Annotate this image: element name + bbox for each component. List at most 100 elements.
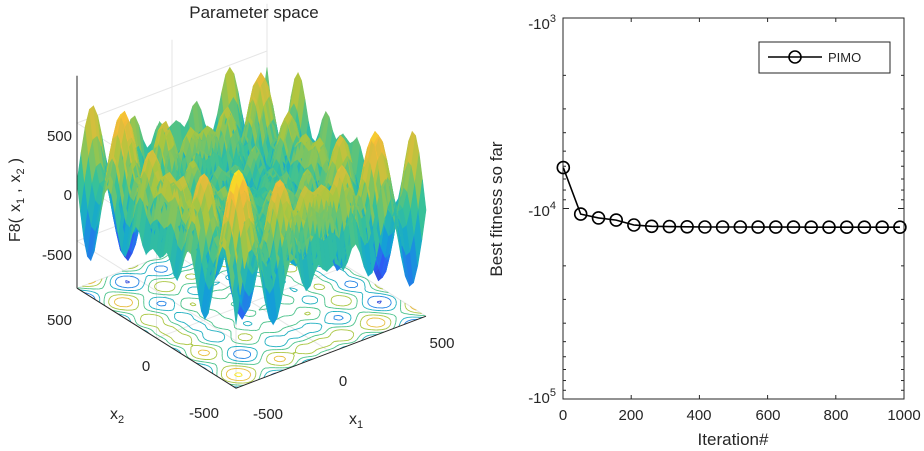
contour-line xyxy=(125,280,130,283)
contour-line xyxy=(172,307,175,311)
contour-line xyxy=(361,302,364,306)
contour-line xyxy=(232,362,238,364)
contour-line xyxy=(298,321,300,323)
contour-line xyxy=(347,338,352,341)
contour-line xyxy=(289,302,294,305)
contour-line xyxy=(298,336,301,339)
contour-line xyxy=(164,323,169,327)
contour-line xyxy=(314,301,318,304)
contour-line xyxy=(116,273,121,275)
contour-line xyxy=(329,282,333,286)
x-tick-label: 500 xyxy=(429,335,454,352)
contour-line xyxy=(313,284,316,287)
contour-line xyxy=(398,323,401,326)
y-tick-label: -104 xyxy=(528,200,556,220)
contour-line xyxy=(304,359,308,362)
contour-line xyxy=(360,279,364,282)
contour-line xyxy=(133,317,136,320)
contour-line xyxy=(225,317,230,320)
contour-line xyxy=(259,325,262,328)
contour-line xyxy=(244,365,249,368)
contour-line xyxy=(359,324,362,327)
contour-line xyxy=(153,267,156,270)
contour-line xyxy=(351,271,354,274)
contour-line xyxy=(345,289,351,292)
contour-line xyxy=(336,290,341,293)
contour-line xyxy=(374,284,378,288)
contour-line xyxy=(333,345,337,349)
contour-line xyxy=(263,304,266,306)
contour-line xyxy=(254,356,257,359)
contour-line xyxy=(347,303,351,306)
contour-line xyxy=(133,295,137,299)
contour-line xyxy=(140,265,144,269)
contour-line xyxy=(246,339,251,342)
contour-line xyxy=(189,336,191,338)
contour-line xyxy=(368,281,371,285)
contour-line xyxy=(282,326,287,329)
contour-line xyxy=(336,283,339,286)
contour-line xyxy=(349,308,354,310)
contour-line xyxy=(103,296,106,300)
contour-line xyxy=(366,320,368,323)
contour-line xyxy=(292,358,295,361)
contour-line xyxy=(180,299,183,303)
y-tick-label: -105 xyxy=(528,387,556,407)
contour-line xyxy=(291,312,295,316)
contour-line xyxy=(134,265,138,268)
contour-line xyxy=(214,326,219,329)
contour-line xyxy=(174,341,179,344)
contour-line xyxy=(187,288,189,291)
contour-line xyxy=(389,319,392,322)
contour-line xyxy=(221,358,224,362)
contour-line xyxy=(259,373,262,375)
contour-line xyxy=(330,330,334,334)
contour-line xyxy=(329,333,332,336)
contour-line xyxy=(349,280,355,283)
contour-line xyxy=(205,361,211,364)
contour-line xyxy=(303,356,308,358)
surface-mesh xyxy=(76,66,427,326)
contour-line xyxy=(126,305,131,308)
contour-line xyxy=(367,303,371,306)
contour-line xyxy=(360,318,362,321)
z-axis-label: F8(x1,x2) xyxy=(7,158,27,242)
contour-line xyxy=(190,314,193,317)
contour-line xyxy=(285,347,289,350)
contour-line xyxy=(392,296,396,299)
contour-line xyxy=(320,294,324,297)
contour-line xyxy=(289,324,294,327)
contour-line xyxy=(137,323,141,327)
contour-line xyxy=(193,310,196,313)
contour-line xyxy=(193,329,198,331)
contour-line xyxy=(280,344,285,347)
contour-line xyxy=(346,268,351,271)
contour-line xyxy=(334,318,339,321)
contour-line xyxy=(213,348,215,350)
contour-line xyxy=(196,357,200,360)
contour-line xyxy=(259,358,262,361)
contour-line xyxy=(200,358,206,360)
contour-line xyxy=(212,324,216,328)
contour-line xyxy=(169,298,174,301)
contour-line xyxy=(168,290,173,293)
contour-line xyxy=(147,285,150,289)
contour-line xyxy=(244,314,249,317)
contour-line xyxy=(226,375,229,379)
contour-line xyxy=(410,310,415,313)
contour-line xyxy=(245,333,251,336)
contour-line xyxy=(345,321,350,324)
contour-line xyxy=(346,329,352,332)
contour-line xyxy=(361,326,365,330)
x-tick-label: 800 xyxy=(823,407,848,424)
contour-line xyxy=(154,278,158,280)
contour-line xyxy=(324,319,326,323)
contour-line xyxy=(156,289,161,292)
contour-line xyxy=(176,319,180,322)
contour-line xyxy=(393,306,396,309)
contour-line xyxy=(169,343,172,345)
contour-line xyxy=(358,335,361,338)
contour-line xyxy=(290,361,293,363)
contour-line xyxy=(271,363,276,366)
contour-line xyxy=(137,264,139,266)
